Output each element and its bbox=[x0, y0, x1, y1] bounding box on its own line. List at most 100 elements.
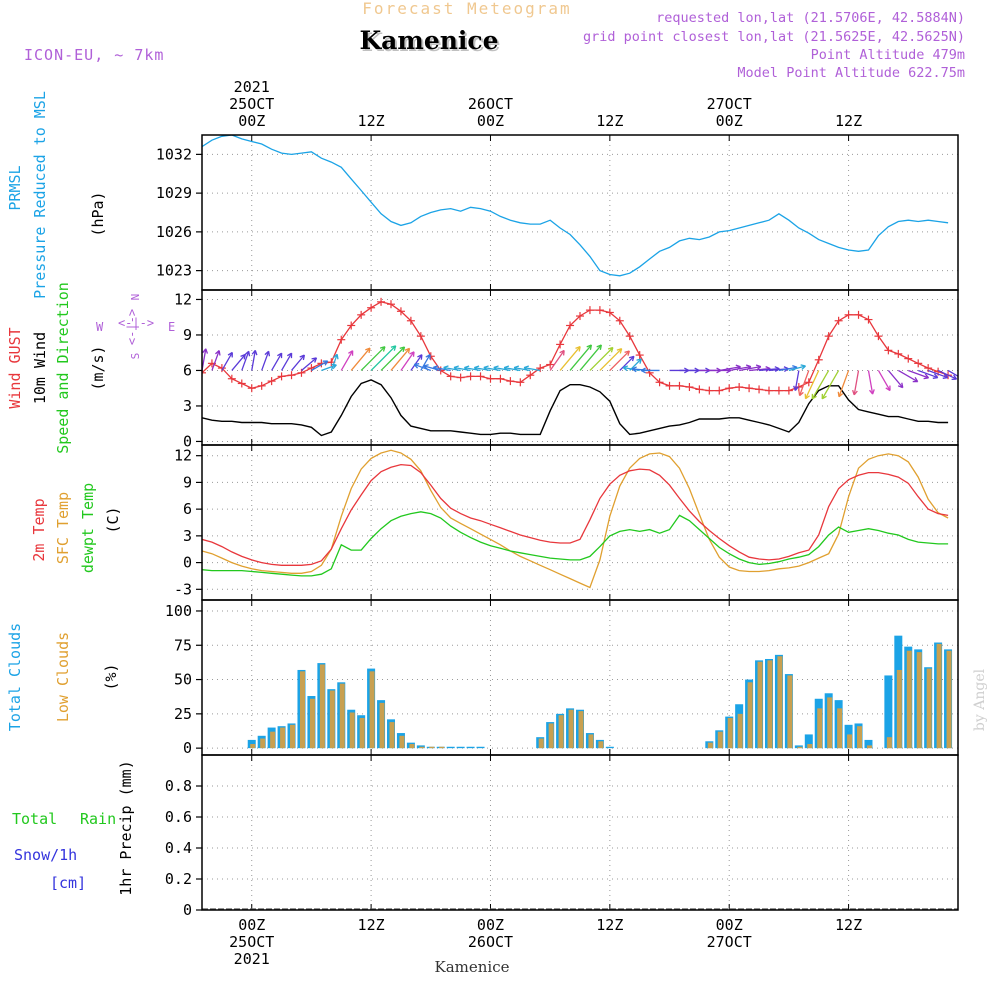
low-cloud-bar bbox=[817, 708, 823, 749]
wind-direction-arrow bbox=[908, 369, 930, 380]
bottom-time-text: 00Z bbox=[716, 916, 743, 934]
wind-direction-arrow bbox=[837, 370, 850, 398]
footer-location: Kamenice bbox=[435, 958, 510, 976]
wind-direction-arrow bbox=[321, 363, 337, 372]
top-time-text: 2021 bbox=[234, 78, 270, 96]
low-cloud-bar bbox=[896, 669, 902, 749]
wind-arrow-head bbox=[616, 348, 623, 354]
low-cloud-bar bbox=[598, 741, 604, 749]
wind-arrow-head bbox=[798, 390, 804, 397]
wind-arrow-head bbox=[443, 365, 449, 372]
wind-arrow-head bbox=[311, 357, 318, 363]
y-tick-label: 1026 bbox=[156, 223, 192, 241]
gust-marker bbox=[745, 384, 754, 393]
compass-ns-arrow: <-|-> bbox=[125, 309, 139, 345]
gust-marker bbox=[337, 335, 346, 344]
gust-marker bbox=[516, 378, 525, 387]
wind-arrow-head bbox=[240, 353, 246, 360]
legend-snow: Snow/1h bbox=[14, 846, 77, 864]
wind-arrow-shaft bbox=[838, 370, 850, 397]
wind-arrow-shaft bbox=[311, 360, 329, 372]
y-tick-label: -3 bbox=[174, 580, 192, 598]
model-label: ICON-EU, ~ 7km bbox=[24, 46, 164, 64]
top-time-text: 12Z bbox=[835, 112, 862, 130]
wind-arrow-shaft bbox=[853, 370, 860, 395]
wind-arrow-head bbox=[425, 353, 431, 360]
wind-arrow-head bbox=[299, 354, 306, 361]
low-cloud-bar bbox=[429, 746, 435, 749]
gust-marker bbox=[585, 306, 594, 315]
wind-arrow-shaft bbox=[360, 346, 386, 371]
low-cloud-bar bbox=[339, 683, 345, 749]
wind-arrow-head bbox=[852, 389, 858, 396]
legend-rain: Rain bbox=[80, 810, 116, 828]
wind-direction-arrow bbox=[330, 353, 339, 371]
gust-marker bbox=[247, 384, 256, 393]
wind-direction-arrow bbox=[852, 370, 860, 396]
wind-arrow-head bbox=[885, 385, 891, 392]
wind-arrow-head bbox=[912, 377, 919, 383]
total-cloud-bar bbox=[466, 746, 475, 749]
wind-arrow-head bbox=[942, 373, 949, 379]
wind-direction-arrow bbox=[380, 346, 406, 371]
gust-marker bbox=[844, 310, 853, 319]
requested-coords: requested lon,lat (21.5706E, 42.5884N) bbox=[656, 10, 965, 26]
gust-marker bbox=[496, 374, 505, 383]
wind-arrow-shaft bbox=[749, 367, 771, 372]
gust-marker bbox=[347, 321, 356, 330]
wind-arrow-head bbox=[333, 353, 339, 360]
panel-pressure: 1023 1026 1029 1032 bbox=[156, 134, 959, 291]
wind-arrow-head bbox=[897, 382, 904, 389]
wind-arrow-head bbox=[365, 347, 371, 354]
panel-wind: 0 3 6 9 12 bbox=[174, 289, 966, 450]
wind-direction-arrow bbox=[788, 364, 806, 372]
low-cloud-bar bbox=[946, 650, 952, 749]
low-cloud-bar bbox=[807, 744, 813, 749]
wind-label: 10m Wind bbox=[31, 332, 49, 404]
wind-arrow-head bbox=[503, 365, 510, 372]
bottom-time-text: 12Z bbox=[358, 916, 385, 934]
wind-arrow-head bbox=[215, 350, 221, 356]
wind-direction-arrow bbox=[281, 352, 293, 371]
wind-direction-arrow bbox=[579, 344, 602, 371]
gust-marker bbox=[774, 386, 783, 395]
wind-direction-arrow bbox=[640, 367, 660, 374]
wind-direction-arrow bbox=[271, 352, 283, 371]
compass-east: E bbox=[168, 320, 175, 334]
wind-arrow-shaft bbox=[231, 354, 246, 371]
y-tick-label: 6 bbox=[183, 500, 192, 518]
wind-arrow-head bbox=[277, 352, 283, 359]
y-tick-label: 0 bbox=[183, 554, 192, 572]
gust-marker bbox=[595, 306, 604, 315]
gust-marker bbox=[834, 316, 843, 325]
gust-marker bbox=[705, 386, 714, 395]
panel-frame bbox=[201, 134, 959, 291]
wind-arrow-shaft bbox=[947, 369, 958, 377]
wind-arrow-shaft bbox=[241, 351, 250, 371]
bottom-time-text: 2021 bbox=[234, 950, 270, 968]
wind-arrow-shaft bbox=[251, 350, 256, 371]
wind-arrow-head bbox=[961, 376, 966, 380]
low-cloud-bar bbox=[737, 713, 743, 749]
wind-arrow-shaft bbox=[877, 370, 891, 391]
wind-arrow-shaft bbox=[867, 370, 874, 395]
gust-marker bbox=[406, 316, 415, 325]
wind-arrow-shaft bbox=[599, 348, 623, 371]
y-tick-label: 9 bbox=[183, 326, 192, 344]
wind-arrow-head bbox=[463, 365, 470, 372]
gust-marker bbox=[377, 297, 386, 306]
gust-marker bbox=[914, 359, 923, 368]
bottom-time-text: 26OCT bbox=[468, 933, 513, 951]
wind-arrow-shaft bbox=[609, 350, 630, 371]
wind-direction-arrow bbox=[291, 354, 306, 371]
y-tick-label: 0.6 bbox=[165, 808, 192, 826]
panel-data bbox=[202, 135, 949, 277]
gust-marker bbox=[446, 372, 455, 381]
wind-arrow-shaft bbox=[321, 364, 337, 372]
gust-marker bbox=[854, 310, 863, 319]
wind-arrow-shaft bbox=[414, 363, 432, 372]
wind-arrow-shaft bbox=[788, 365, 806, 372]
low-cloud-bar bbox=[329, 690, 335, 749]
low-cloud-bar bbox=[558, 715, 564, 749]
